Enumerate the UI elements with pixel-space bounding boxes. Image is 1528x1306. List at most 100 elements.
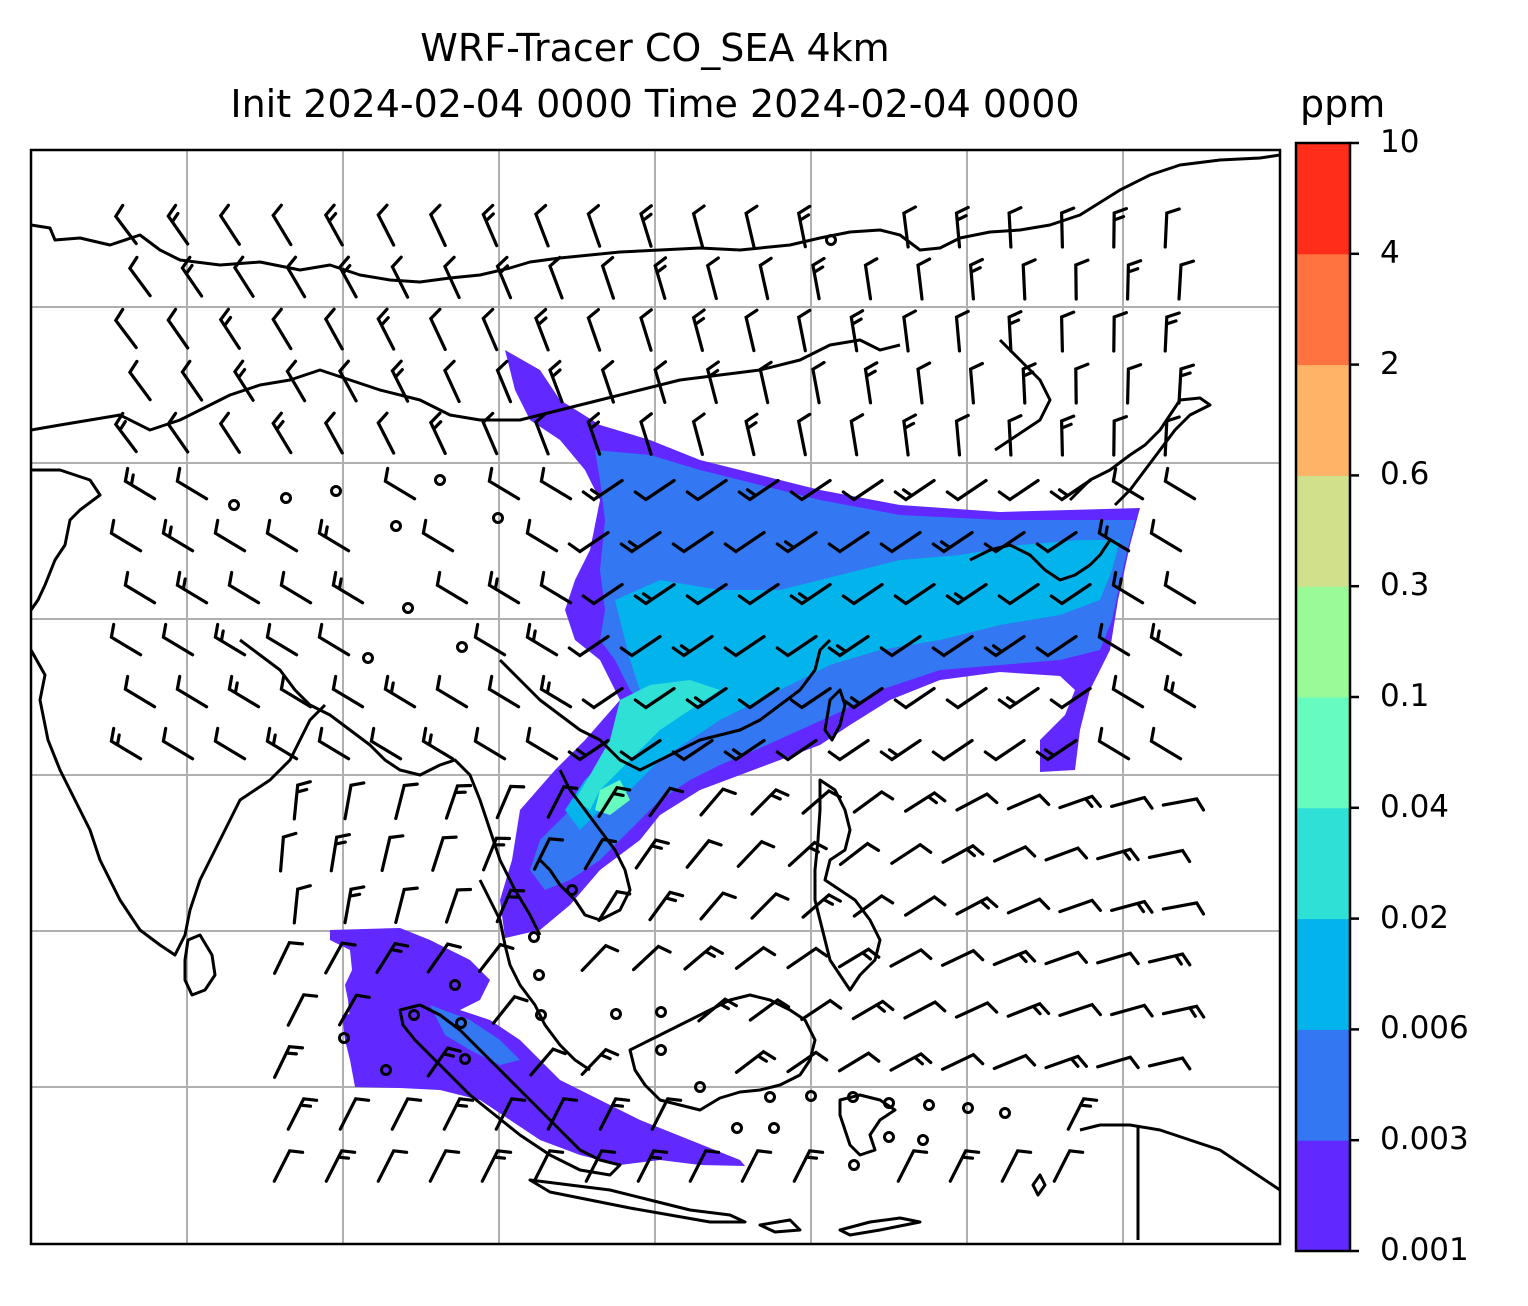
colorbar-tick-label: 0.02 [1380, 899, 1450, 936]
wind-barb [265, 622, 299, 657]
wind-barb [639, 204, 653, 248]
wind-barb [1096, 951, 1140, 966]
colorbar-tick-label: 2 [1380, 345, 1400, 382]
calm-wind-circle [825, 234, 837, 246]
wind-barb [487, 466, 521, 501]
colorbar-swatch [1296, 143, 1350, 255]
wind-barb [1110, 1003, 1154, 1018]
wind-barb [548, 359, 564, 404]
wind-barb [227, 674, 261, 709]
wind-barb [650, 1097, 683, 1131]
calm-wind-circle [610, 1008, 622, 1020]
wind-barb [750, 787, 790, 816]
wind-barb [1007, 414, 1023, 457]
wind-barb [1044, 846, 1089, 862]
wind-barb [428, 1149, 461, 1183]
colorbar-swatch [1296, 807, 1350, 920]
wind-barb [1021, 362, 1037, 405]
wind-barb [758, 360, 773, 405]
wind-barb [879, 738, 922, 762]
wind-barb [1161, 1004, 1206, 1019]
wind-barb [584, 1149, 617, 1183]
wind-barb [532, 837, 565, 871]
calm-wind-circle [459, 1053, 471, 1065]
wind-barb [1110, 899, 1154, 914]
wind-barb [525, 518, 559, 553]
wind-barb [1007, 206, 1023, 249]
wind-barbs [109, 203, 1206, 1183]
calm-wind-circle [330, 485, 342, 497]
wind-barb [893, 686, 936, 710]
wind-barb [685, 478, 728, 502]
wind-barb [375, 941, 410, 974]
wind-barb [1058, 898, 1102, 914]
wind-barb [992, 949, 1037, 967]
wind-barb [548, 255, 564, 300]
wind-barb [337, 359, 358, 403]
wind-barb [889, 947, 933, 968]
wind-barb [279, 674, 313, 709]
wind-barb [1096, 847, 1140, 862]
wind-barb [580, 943, 620, 972]
wind-barb [580, 1047, 620, 1076]
wind-barb [954, 205, 970, 249]
wind-barb [180, 359, 204, 402]
wind-barb [1066, 1097, 1099, 1131]
wind-barb [161, 518, 195, 553]
wind-barb [586, 412, 602, 456]
colorbar-swatch [1296, 586, 1350, 698]
coastline-sri-lanka [183, 933, 217, 997]
wind-barb [337, 255, 358, 299]
wind-barb [166, 307, 190, 350]
wind-barb [428, 411, 447, 455]
wind-barb [271, 411, 293, 455]
wind-barb [671, 634, 714, 658]
wind-barb [1163, 570, 1197, 605]
wind-barb [286, 993, 319, 1027]
calm-wind-circle [883, 1131, 895, 1143]
wind-barb [1035, 530, 1078, 554]
wind-barb [838, 841, 881, 866]
wind-barb [1044, 1054, 1088, 1070]
wind-barb [648, 890, 685, 922]
wind-barb [598, 1097, 631, 1131]
calm-wind-circle [434, 474, 446, 486]
wind-barb [546, 1097, 579, 1131]
wind-barb [532, 1149, 565, 1183]
calm-wind-circle [694, 1081, 706, 1093]
wind-barb [213, 726, 247, 761]
wind-barb [175, 466, 209, 501]
wind-barb [683, 945, 724, 971]
wind-barb [941, 1052, 985, 1071]
calm-wind-circle [390, 520, 402, 532]
wind-barb [691, 204, 706, 248]
wind-barb [265, 726, 299, 761]
wind-barb [1149, 518, 1183, 553]
wind-barb [481, 411, 499, 456]
wind-barb [632, 944, 672, 972]
wind-barb [931, 634, 974, 658]
colorbar-tick-label: 4 [1380, 234, 1400, 271]
wind-barb [495, 888, 526, 924]
wind-barb [442, 359, 461, 404]
wind-barb [442, 1097, 475, 1131]
wind-barb [369, 726, 403, 761]
wind-barb [1049, 582, 1092, 606]
wind-barb [1006, 897, 1051, 915]
colorbar-tick-label: 0.3 [1380, 567, 1430, 604]
wind-barb [841, 478, 884, 502]
wind-barb [567, 634, 610, 658]
wind-barb [916, 257, 932, 301]
wind-barb [852, 893, 895, 918]
wind-barb [619, 738, 662, 762]
wind-barb [331, 674, 365, 709]
wind-barb [1059, 414, 1076, 457]
wind-barb [1097, 726, 1131, 761]
wind-barb [983, 530, 1026, 554]
wind-barb [390, 359, 410, 403]
plume-level-0.02-north [575, 680, 720, 810]
wind-barb [161, 726, 195, 761]
wind-barb [383, 674, 417, 709]
wind-barb [323, 411, 344, 455]
